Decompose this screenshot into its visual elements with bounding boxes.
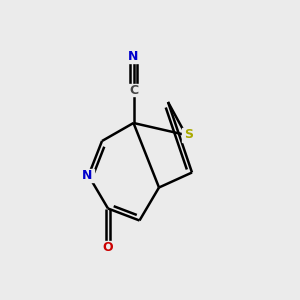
Polygon shape [128, 51, 140, 63]
Polygon shape [80, 169, 94, 182]
Text: N: N [128, 50, 139, 64]
Text: S: S [184, 128, 193, 142]
Text: C: C [129, 83, 138, 97]
Polygon shape [101, 241, 115, 254]
Text: N: N [82, 169, 92, 182]
Polygon shape [128, 84, 140, 96]
Polygon shape [182, 128, 195, 142]
Text: O: O [103, 241, 113, 254]
